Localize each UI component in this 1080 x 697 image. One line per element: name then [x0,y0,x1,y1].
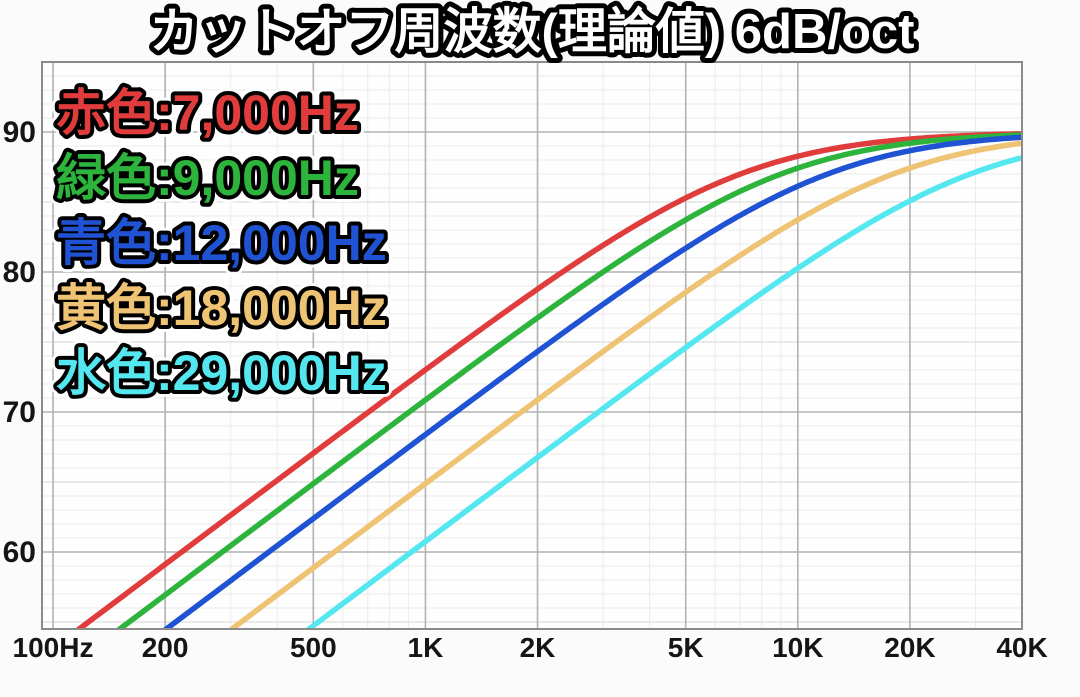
x-tick-label: 5K [668,632,704,663]
legend-entry: 青色:12,000Hz [56,215,387,271]
x-tick-label: 500 [290,632,337,663]
legend: 赤色:7,000Hz赤色:7,000Hz緑色:9,000Hz緑色:9,000Hz… [49,78,394,408]
curve-9000hz [115,132,1022,629]
legend-halo: 青色:12,000Hz [56,215,387,271]
plot-border [41,61,1023,630]
x-tick-label: 40K [996,632,1047,663]
y-tick-label: 70 [3,396,36,429]
legend-entry: 黄色:18,000Hz [56,280,387,336]
x-axis-labels: 100Hz 200 500 1K 2K 5K 10K 20K 40K [13,632,1048,663]
chart-title: カットオフ周波数(理論値) 6dB/oct [150,5,915,59]
curve-29000hz [304,155,1022,629]
x-tick-label: 200 [142,632,189,663]
legend-halo: 黄色:18,000Hz [56,280,387,336]
y-tick-label: 90 [3,116,36,149]
y-tick-label: 60 [3,536,36,569]
x-tick-label: 1K [408,632,444,663]
curves [74,131,1022,629]
legend-entry: 水色:29,000Hz [56,345,387,401]
curve-18000hz [227,140,1022,629]
legend-halo: 緑色:9,000Hz [56,150,359,206]
legend-halo: 水色:29,000Hz [56,345,387,401]
y-axis-labels: 60 70 80 90 [3,116,36,569]
x-tick-label: 2K [520,632,556,663]
y-tick-label: 80 [3,256,36,289]
x-tick-label: 100Hz [13,632,94,663]
legend-halo: 赤色:7,000Hz [56,85,359,141]
legend-entry: 緑色:9,000Hz [56,150,359,206]
curve-7000hz [74,131,1022,629]
legend-entry: 赤色:7,000Hz [56,85,359,141]
x-tick-label: 10K [772,632,823,663]
curve-12000hz [161,134,1022,629]
x-tick-label: 20K [884,632,935,663]
